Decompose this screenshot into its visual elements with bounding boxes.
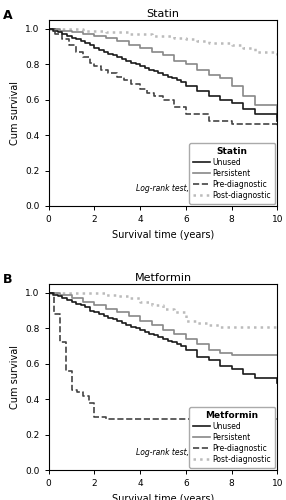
Text: B: B xyxy=(3,273,12,286)
Legend: Unused, Persistent, Pre-diagnostic, Post-diagnostic: Unused, Persistent, Pre-diagnostic, Post… xyxy=(189,144,275,204)
Title: Statin: Statin xyxy=(146,9,180,19)
Y-axis label: Cum survival: Cum survival xyxy=(10,81,20,145)
Text: Log-rank test, P=0.001: Log-rank test, P=0.001 xyxy=(136,184,224,193)
Text: A: A xyxy=(3,9,13,22)
Legend: Unused, Persistent, Pre-diagnostic, Post-diagnostic: Unused, Persistent, Pre-diagnostic, Post… xyxy=(189,408,275,468)
X-axis label: Survival time (years): Survival time (years) xyxy=(112,494,214,500)
Y-axis label: Cum survival: Cum survival xyxy=(10,345,20,409)
X-axis label: Survival time (years): Survival time (years) xyxy=(112,230,214,239)
Title: Metformin: Metformin xyxy=(134,274,192,283)
Text: Log-rank test, P=0.001: Log-rank test, P=0.001 xyxy=(136,448,224,457)
